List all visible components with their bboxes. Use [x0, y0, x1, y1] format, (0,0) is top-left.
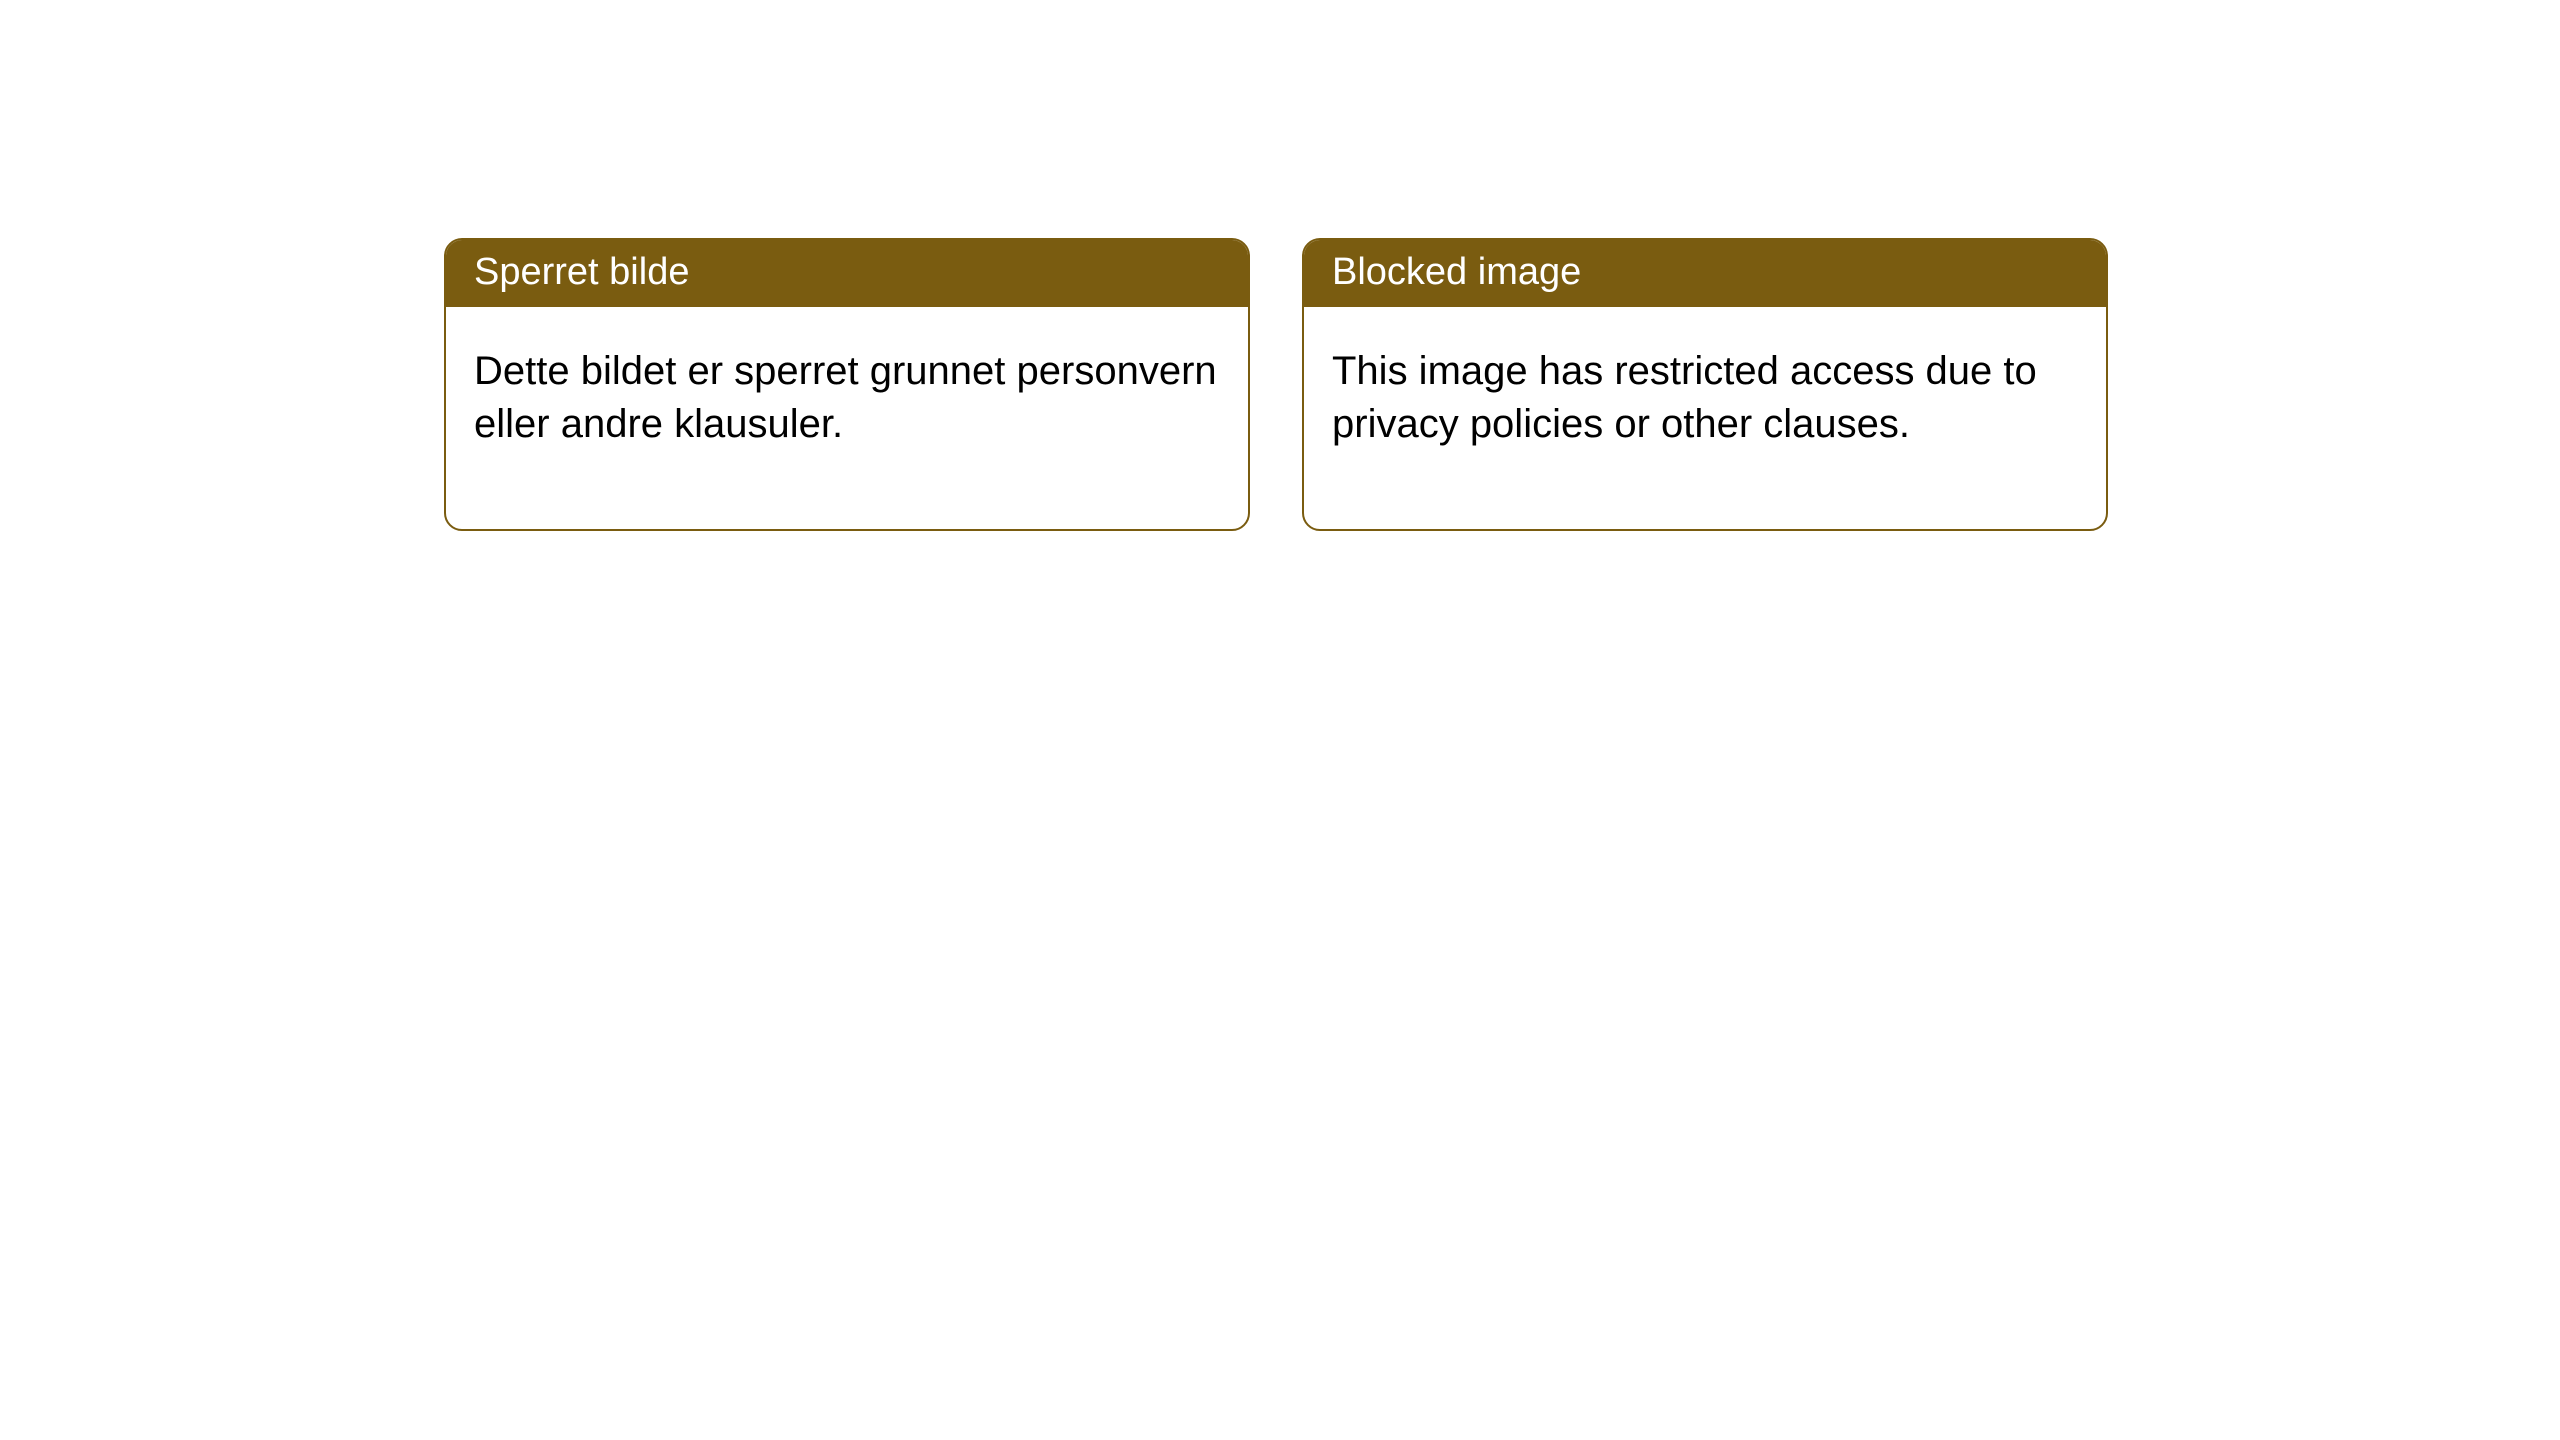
notice-title: Sperret bilde — [474, 251, 689, 293]
notice-body-text: This image has restricted access due to … — [1332, 349, 2037, 446]
notice-header: Sperret bilde — [446, 240, 1248, 307]
notice-card-norwegian: Sperret bilde Dette bildet er sperret gr… — [444, 238, 1250, 531]
notice-container: Sperret bilde Dette bildet er sperret gr… — [0, 0, 2560, 531]
notice-body-text: Dette bildet er sperret grunnet personve… — [474, 349, 1217, 446]
notice-card-english: Blocked image This image has restricted … — [1302, 238, 2108, 531]
notice-title: Blocked image — [1332, 251, 1581, 293]
notice-body: Dette bildet er sperret grunnet personve… — [446, 307, 1248, 529]
notice-header: Blocked image — [1304, 240, 2106, 307]
notice-body: This image has restricted access due to … — [1304, 307, 2106, 529]
